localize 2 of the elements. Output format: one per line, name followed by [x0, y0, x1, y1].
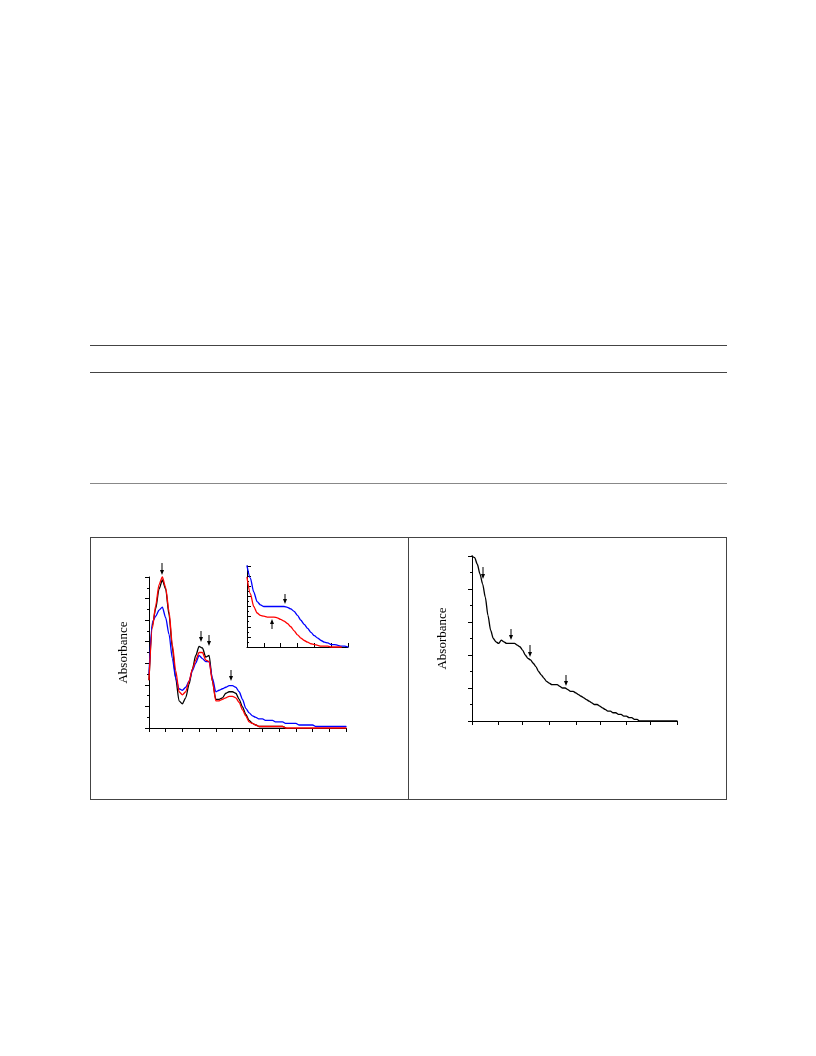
y-axis-title: Absorbance	[434, 607, 449, 670]
y-axis-title: Absorbance	[115, 621, 130, 684]
